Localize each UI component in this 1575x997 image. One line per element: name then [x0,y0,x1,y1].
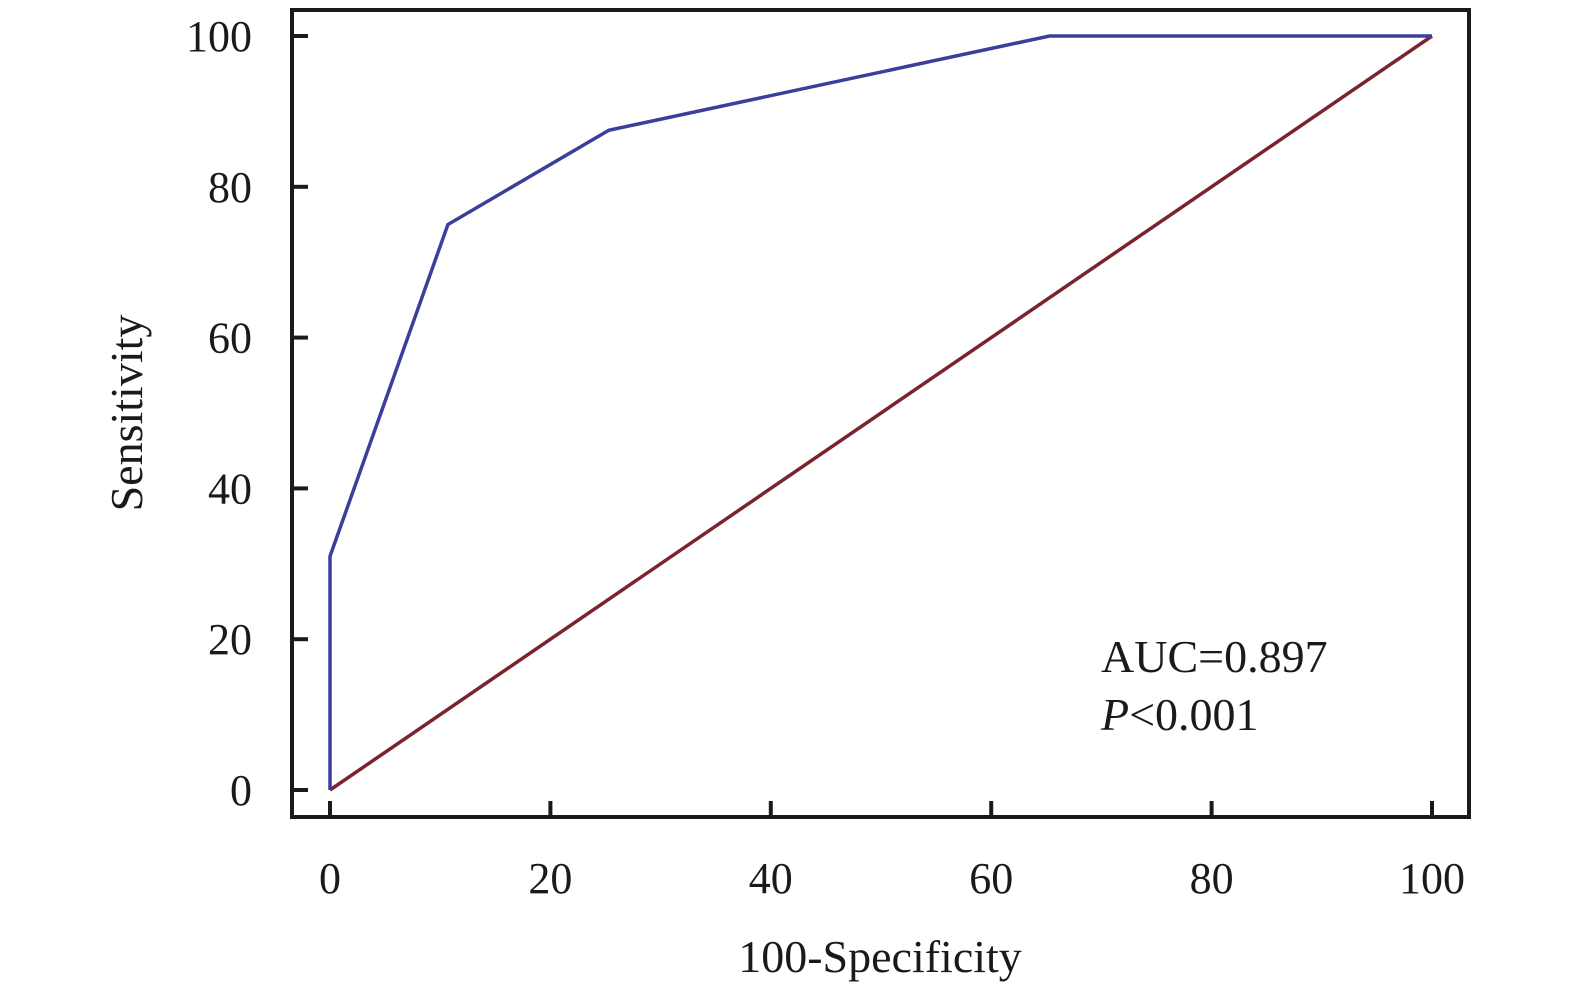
p-value-annotation: P<0.001 [1100,689,1259,740]
auc-annotation: AUC=0.897 [1101,631,1328,682]
p-value: <0.001 [1129,689,1258,740]
y-tick-label: 20 [208,615,252,664]
roc-curve [328,34,1432,790]
y-tick-label: 0 [230,766,252,815]
y-tick-label: 100 [186,12,252,61]
x-tick-label: 20 [528,854,572,903]
x-tick-label: 40 [749,854,793,903]
y-tick-label: 40 [208,464,252,513]
series-layer [328,34,1433,792]
y-axis-label: Sensitivity [101,315,152,512]
plot-frame [290,8,1471,819]
x-tick-label: 0 [319,854,341,903]
y-tick-label: 80 [208,163,252,212]
x-axis-label: 100-Specificity [738,931,1022,982]
x-tick-label: 100 [1399,854,1465,903]
x-axis-ticks: 0 20 40 60 80 100 [319,801,1465,903]
p-symbol: P [1100,689,1129,740]
reference-line [329,34,1433,792]
x-tick-label: 60 [969,854,1013,903]
y-tick-label: 60 [208,314,252,363]
x-tick-label: 80 [1190,854,1234,903]
y-axis-ticks: 0 20 40 60 80 100 [186,12,308,815]
